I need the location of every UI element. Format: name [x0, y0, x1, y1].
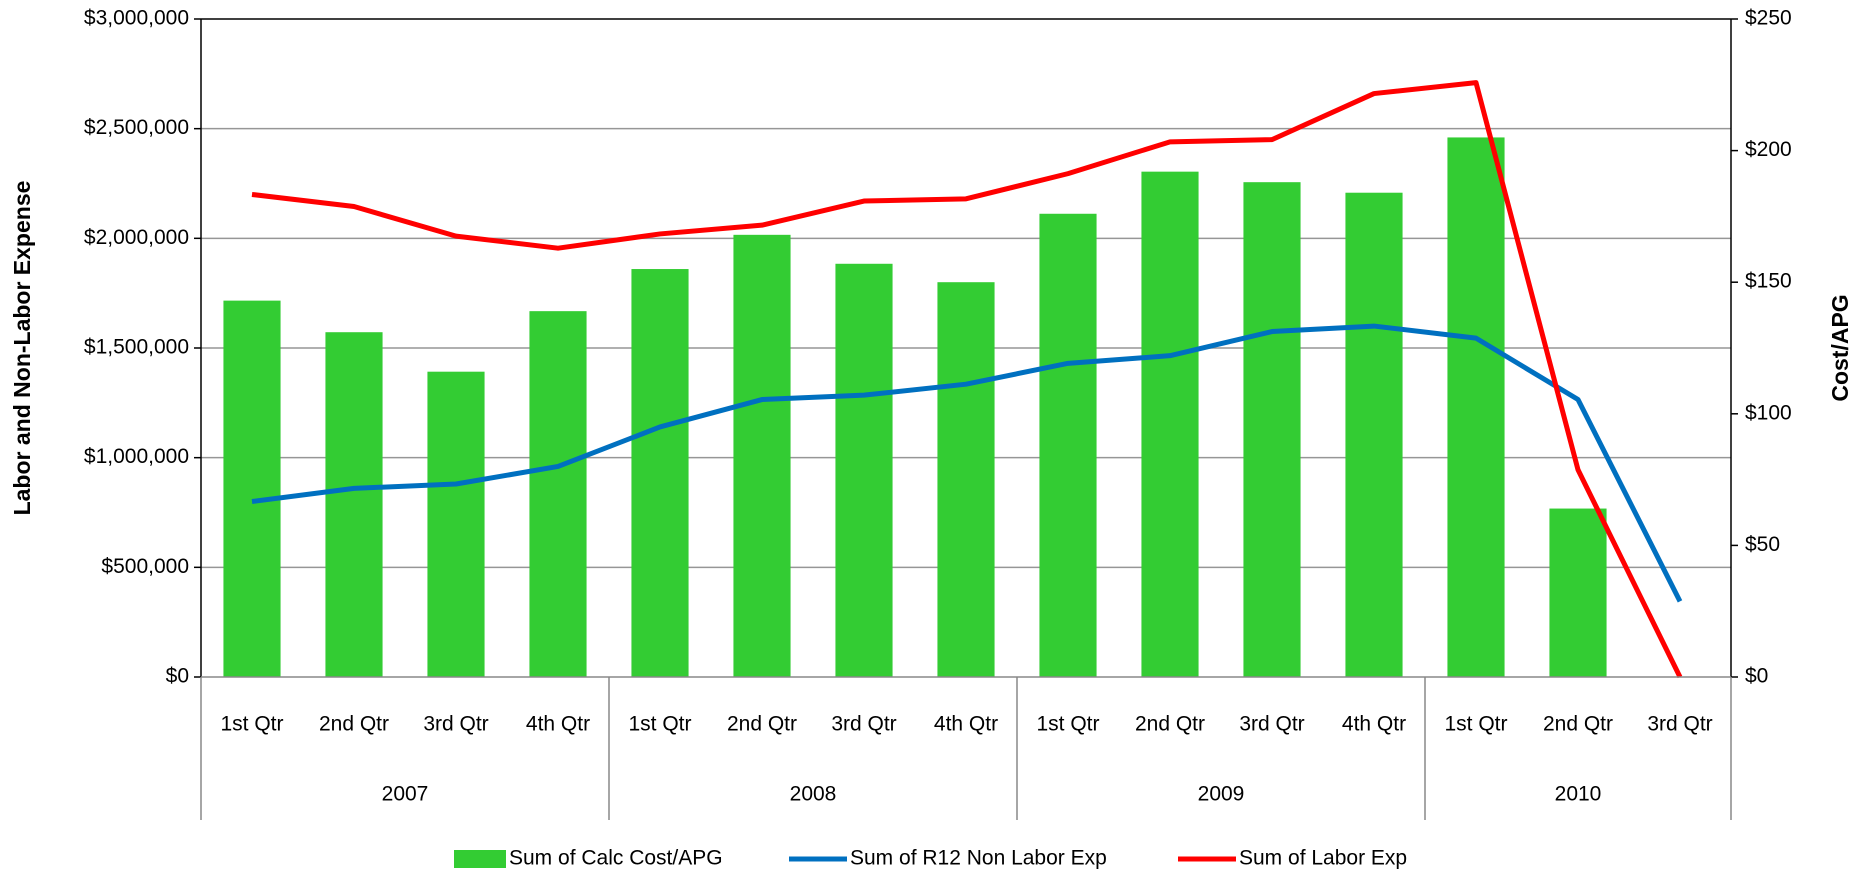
x-tick-label: 1st Qtr	[1444, 713, 1507, 736]
x-tick-label: 2nd Qtr	[319, 713, 389, 736]
y-tick-label: $500,000	[101, 555, 189, 578]
line	[251, 80, 1683, 679]
bar	[835, 263, 893, 677]
legend-swatch	[454, 850, 506, 868]
y-axis-title: Labor and Non-Labor Expense	[9, 181, 35, 516]
x-tick-label: 1st Qtr	[1036, 713, 1099, 736]
x-tick-label: 4th Qtr	[526, 713, 590, 736]
x-tick-label: 4th Qtr	[1342, 713, 1406, 736]
bar	[529, 311, 587, 677]
y2-tick-label: $50	[1745, 533, 1780, 556]
y-tick-label: $3,000,000	[84, 7, 189, 30]
x-tick-label: 3rd Qtr	[1239, 713, 1304, 736]
x-group-label: 2007	[382, 783, 429, 806]
bar	[223, 300, 281, 677]
x-tick-label: 2nd Qtr	[1135, 713, 1205, 736]
line	[251, 323, 1683, 603]
x-group-label: 2009	[1198, 783, 1245, 806]
x-tick-label: 3rd Qtr	[1647, 713, 1712, 736]
legend-label: Sum of Calc Cost/APG	[509, 847, 723, 870]
bar	[937, 282, 995, 677]
x-tick-label: 1st Qtr	[628, 713, 691, 736]
bar	[1243, 182, 1301, 677]
x-tick-label: 3rd Qtr	[831, 713, 896, 736]
bar	[1039, 213, 1097, 677]
y2-axis-title: Cost/APG	[1827, 294, 1853, 401]
bar	[733, 234, 791, 677]
x-group-label: 2010	[1555, 783, 1602, 806]
y-tick-label: $2,500,000	[84, 116, 189, 139]
bar	[1447, 137, 1505, 677]
y2-tick-label: $0	[1745, 665, 1768, 688]
y-tick-label: $2,000,000	[84, 226, 189, 249]
y-tick-label: $0	[166, 665, 189, 688]
legend-label: Sum of Labor Exp	[1239, 847, 1407, 870]
y2-tick-label: $150	[1745, 270, 1792, 293]
bar	[325, 332, 383, 677]
y2-tick-label: $250	[1745, 7, 1792, 30]
x-group-label: 2008	[790, 783, 837, 806]
bar	[1141, 171, 1199, 677]
legend-label: Sum of R12 Non Labor Exp	[850, 847, 1107, 870]
x-tick-label: 2nd Qtr	[727, 713, 797, 736]
y2-tick-label: $100	[1745, 401, 1792, 424]
y-tick-label: $1,000,000	[84, 445, 189, 468]
x-tick-label: 1st Qtr	[220, 713, 283, 736]
x-tick-label: 3rd Qtr	[423, 713, 488, 736]
bar	[427, 371, 485, 677]
bar	[631, 269, 689, 677]
bar	[1345, 192, 1403, 677]
bar	[1549, 508, 1607, 677]
x-tick-label: 2nd Qtr	[1543, 713, 1613, 736]
x-tick-label: 4th Qtr	[934, 713, 998, 736]
y-tick-label: $1,500,000	[84, 336, 189, 359]
y2-tick-label: $200	[1745, 138, 1792, 161]
